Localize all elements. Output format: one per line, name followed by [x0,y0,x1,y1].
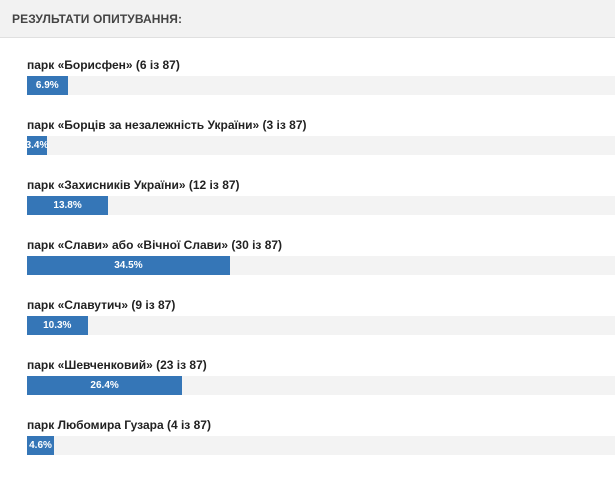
result-percent: 26.4% [90,380,119,391]
result-bar-track: 6.9% [27,76,615,95]
result-item: парк «Шевченковий» (23 із 87) 26.4% [27,358,615,418]
result-label: парк «Борисфен» (6 із 87) [27,58,180,72]
result-label: парк «Славутич» (9 із 87) [27,298,176,312]
result-bar-track: 13.8% [27,196,615,215]
result-item: парк «Славутич» (9 із 87) 10.3% [27,298,615,358]
result-label: парк «Слави» або «Вічної Слави» (30 із 8… [27,238,283,252]
result-item: парк «Борців за незалежність України» (3… [25,118,615,178]
result-bar-fill: 6.9% [27,76,68,95]
result-bar-fill: 34.5% [27,256,230,275]
result-label: парк «Шевченковий» (23 із 87) [27,358,207,372]
result-bar-fill: 10.3% [27,316,88,335]
result-percent: 6.9% [35,80,59,91]
result-bar-track: 3.4% [25,136,615,155]
result-label: парк Любомира Гузара (4 із 87) [27,418,211,432]
result-percent: 13.8% [53,200,82,211]
result-item: парк Любомира Гузара (4 із 87) 4.6% [27,418,615,478]
result-percent: 4.6% [29,440,52,451]
result-item: парк «Захисників України» (12 із 87) 13.… [27,178,615,238]
result-item: парк «Борисфен» (6 із 87) 6.9% [27,58,615,118]
result-item: парк «Слави» або «Вічної Слави» (30 із 8… [27,238,615,298]
poll-header: РЕЗУЛЬТАТИ ОПИТУВАННЯ: [0,0,615,38]
result-bar-fill: 13.8% [27,196,109,215]
result-percent: 10.3% [43,320,72,331]
poll-title: РЕЗУЛЬТАТИ ОПИТУВАННЯ: [12,11,183,26]
result-bar-fill: 26.4% [27,376,183,395]
result-bar-track: 34.5% [27,256,615,275]
result-bar-fill: 4.6% [27,436,55,455]
result-bar-track: 4.6% [27,436,615,455]
result-percent: 34.5% [114,260,143,271]
result-percent: 3.4% [25,140,49,151]
result-bar-track: 10.3% [27,316,615,335]
results-list: парк «Борисфен» (6 із 87) 6.9% парк «Бор… [25,58,615,478]
result-label: парк «Борців за незалежність України» (3… [27,118,307,132]
result-label: парк «Захисників України» (12 із 87) [27,178,240,192]
result-bar-track: 26.4% [27,376,615,395]
result-bar-fill: 3.4% [25,136,49,155]
